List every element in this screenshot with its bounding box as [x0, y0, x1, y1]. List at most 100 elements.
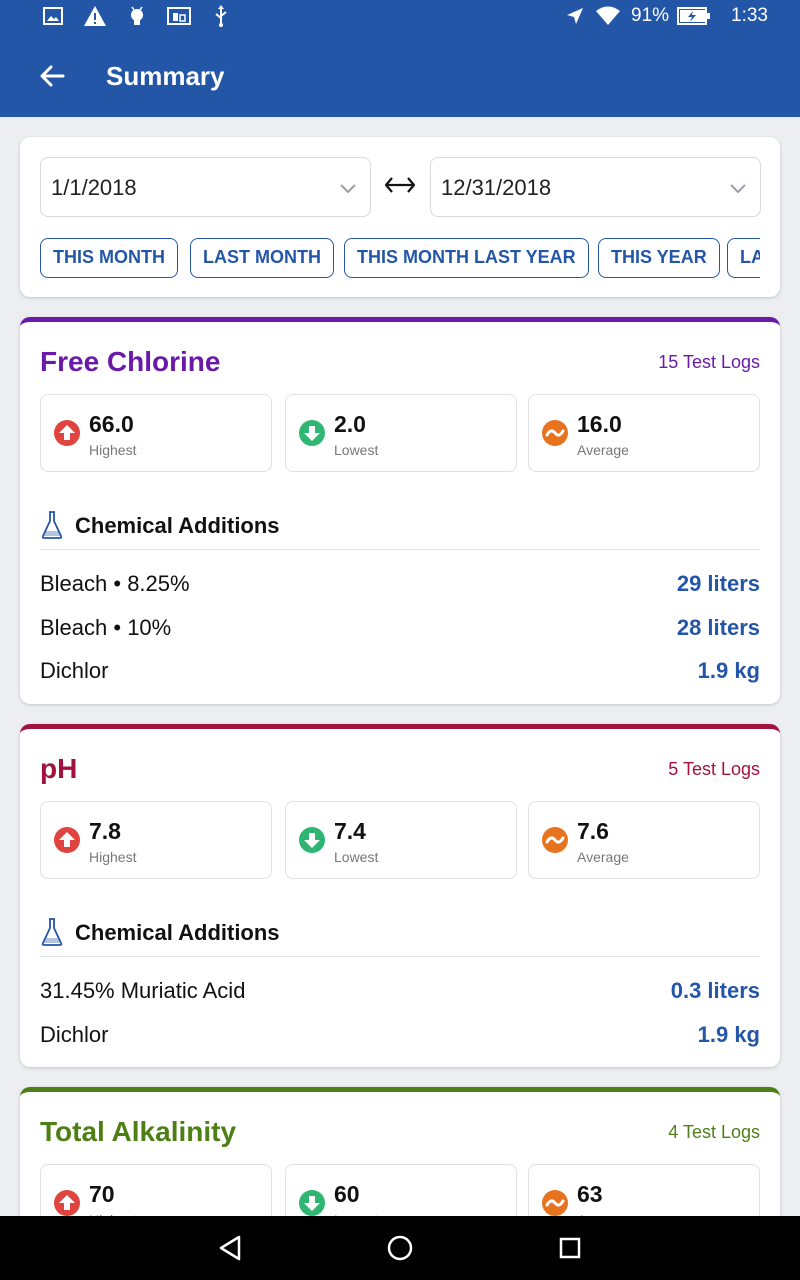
chemical-amount: 0.3 liters	[670, 978, 760, 1003]
stat-value: 70	[89, 1181, 115, 1207]
approx-circle-icon	[542, 420, 568, 446]
chip-last-month[interactable]: LAST MONTH	[190, 238, 334, 278]
stat-lowest: 2.0 Lowest	[285, 394, 517, 472]
chip-last-year[interactable]: LA	[727, 238, 760, 278]
stat-highest: 7.8 Highest	[40, 801, 272, 879]
status-bar: 91% 1:33	[0, 0, 800, 32]
arrow-down-circle-icon	[299, 827, 325, 853]
chip-this-month-last-year[interactable]: THIS MONTH LAST YEAR	[344, 238, 589, 278]
arrow-up-circle-icon	[54, 827, 80, 853]
test-logs-count[interactable]: 4 Test Logs	[668, 1122, 760, 1142]
stat-value: 60	[334, 1181, 360, 1207]
stat-lowest: 7.4 Lowest	[285, 801, 517, 879]
stat-value: 66.0	[89, 411, 134, 437]
ph-card: pH 5 Test Logs 7.8 Highest 7.4 Lowest 7.…	[20, 724, 780, 1067]
stat-average: 63 Average	[528, 1164, 760, 1216]
test-logs-count[interactable]: 15 Test Logs	[658, 352, 760, 372]
stat-label: Highest	[89, 849, 137, 865]
section-title: Chemical Additions	[75, 513, 280, 538]
date-range-card: 1/1/2018 12/31/2018 THIS MONTH LAST MONT…	[20, 137, 780, 297]
parameter-name: pH	[40, 753, 78, 784]
chevron-down-icon	[340, 184, 356, 194]
chemical-row: 31.45% Muriatic Acid 0.3 liters	[40, 969, 760, 1013]
stat-highest: 66.0 Highest	[40, 394, 272, 472]
stat-value: 16.0	[577, 411, 622, 437]
nav-home-button[interactable]	[376, 1228, 424, 1268]
arrow-up-circle-icon	[54, 420, 80, 446]
battery-charging-icon	[676, 5, 712, 27]
chemical-amount: 1.9 kg	[697, 658, 760, 683]
wifi-icon	[594, 5, 622, 27]
cast-icon	[166, 5, 192, 27]
stat-value: 63	[577, 1181, 603, 1207]
usb-icon	[210, 5, 232, 27]
stat-label: Lowest	[334, 442, 379, 458]
chip-this-month[interactable]: THIS MONTH	[40, 238, 178, 278]
stat-label: Lowest	[334, 849, 379, 865]
recents-square-icon	[559, 1237, 581, 1259]
start-date-value: 1/1/2018	[51, 175, 137, 200]
nav-back-button[interactable]	[206, 1228, 254, 1268]
stat-label: Average	[577, 1211, 629, 1216]
arrow-down-circle-icon	[299, 1190, 325, 1216]
android-icon	[126, 5, 148, 27]
summary-scroll-area[interactable]: 1/1/2018 12/31/2018 THIS MONTH LAST MONT…	[0, 117, 800, 1216]
arrow-up-circle-icon	[54, 1190, 80, 1216]
clock: 1:33	[731, 5, 768, 26]
nav-recents-button[interactable]	[546, 1228, 594, 1268]
free-chlorine-card: Free Chlorine 15 Test Logs 66.0 Highest …	[20, 317, 780, 704]
arrow-down-circle-icon	[299, 420, 325, 446]
start-date-dropdown[interactable]: 1/1/2018	[40, 157, 371, 217]
flask-icon	[41, 511, 63, 539]
app-bar: 91% 1:33 Summary	[0, 0, 800, 117]
stat-label: Average	[577, 849, 629, 865]
stat-label: Lowest	[334, 1211, 378, 1216]
chip-this-year[interactable]: THIS YEAR	[598, 238, 720, 278]
chemical-name: Bleach • 8.25%	[40, 571, 190, 596]
chemical-name: Dichlor	[40, 1022, 109, 1047]
chemical-row: Dichlor 1.9 kg	[40, 1013, 760, 1057]
approx-circle-icon	[542, 827, 568, 853]
battery-percent: 91%	[631, 5, 670, 26]
flask-icon	[41, 918, 63, 946]
end-date-value: 12/31/2018	[441, 175, 552, 200]
image-icon	[42, 5, 64, 27]
chemical-name: Dichlor	[40, 658, 109, 683]
stat-label: Highest	[89, 1211, 136, 1216]
stat-value: 7.8	[89, 818, 121, 844]
chemical-row: Bleach • 10% 28 liters	[40, 606, 760, 650]
stat-average: 7.6 Average	[528, 801, 760, 879]
arrow-back-icon	[40, 65, 65, 87]
back-triangle-icon	[219, 1235, 241, 1261]
page-title: Summary	[106, 61, 225, 91]
stat-value: 2.0	[334, 411, 366, 437]
test-logs-count[interactable]: 5 Test Logs	[668, 759, 760, 779]
home-circle-icon	[387, 1235, 413, 1261]
back-button[interactable]	[30, 56, 74, 96]
double-arrow-icon	[384, 177, 416, 193]
stat-label: Average	[577, 442, 629, 458]
chemical-additions-header: Chemical Additions	[40, 917, 760, 957]
chemical-name: Bleach • 10%	[40, 615, 172, 640]
total-alkalinity-card: Total Alkalinity 4 Test Logs 70 Highest …	[20, 1087, 780, 1216]
stat-average: 16.0 Average	[528, 394, 760, 472]
navigation-bar	[0, 1216, 800, 1280]
stat-value: 7.6	[577, 818, 609, 844]
chemical-additions-header: Chemical Additions	[40, 510, 760, 550]
location-icon	[564, 5, 586, 27]
stat-label: Highest	[89, 442, 137, 458]
chemical-row: Dichlor 1.9 kg	[40, 649, 760, 693]
chemical-row: Bleach • 8.25% 29 liters	[40, 562, 760, 606]
stat-value: 7.4	[334, 818, 366, 844]
chemical-amount: 29 liters	[676, 571, 760, 596]
chemical-name: 31.45% Muriatic Acid	[40, 978, 246, 1003]
parameter-name: Free Chlorine	[40, 346, 221, 377]
chevron-down-icon	[730, 184, 746, 194]
warning-icon	[82, 5, 108, 27]
approx-circle-icon	[542, 1190, 568, 1216]
date-preset-chips[interactable]: THIS MONTH LAST MONTH THIS MONTH LAST YE…	[40, 238, 760, 278]
section-title: Chemical Additions	[75, 920, 280, 945]
end-date-dropdown[interactable]: 12/31/2018	[430, 157, 761, 217]
parameter-name: Total Alkalinity	[40, 1116, 237, 1147]
chemical-amount: 28 liters	[676, 615, 760, 640]
